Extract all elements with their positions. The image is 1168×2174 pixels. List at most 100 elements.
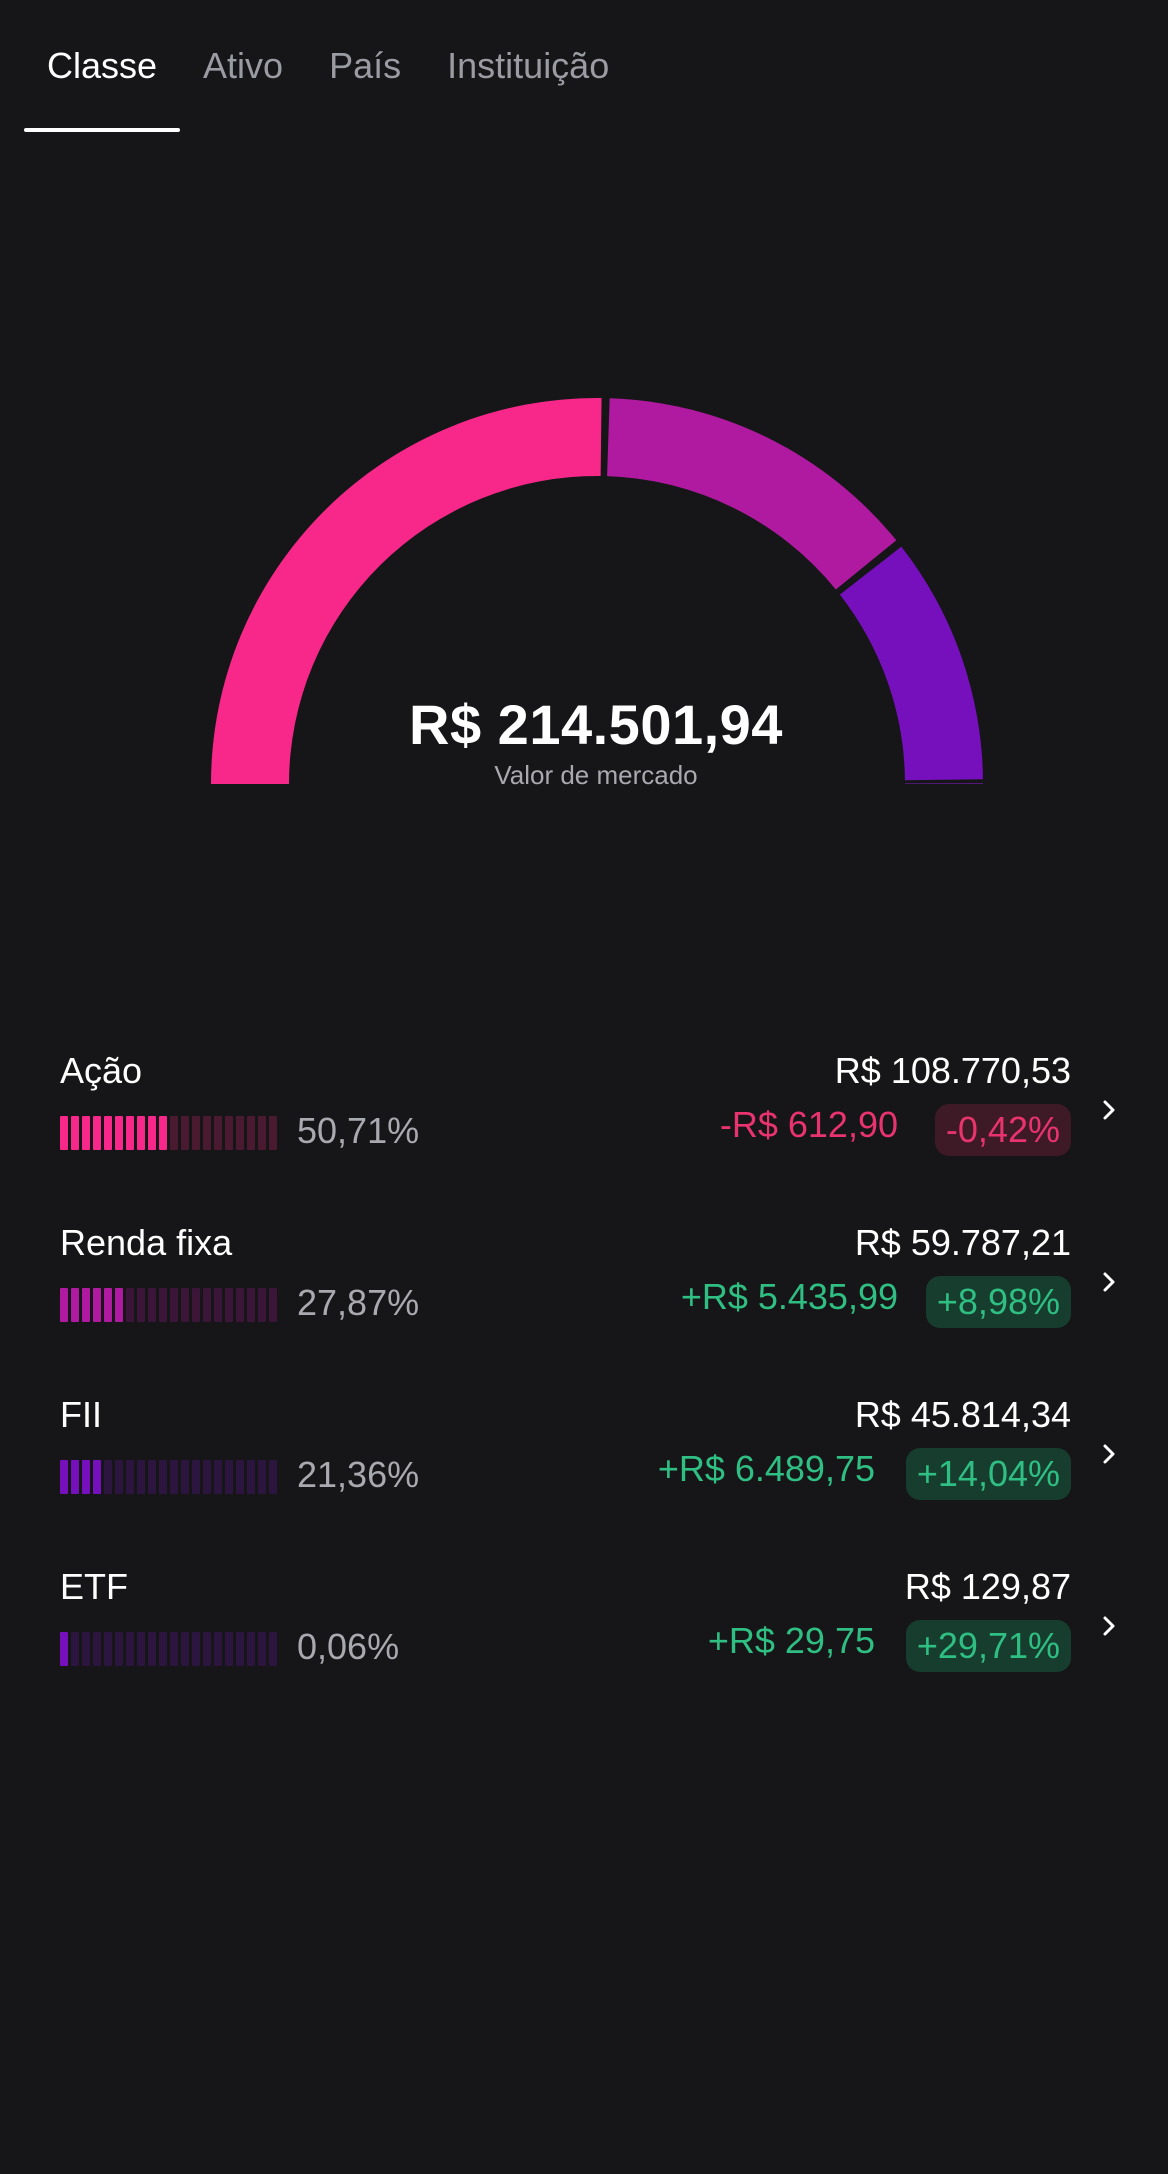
share-bar-segment-empty bbox=[137, 1632, 145, 1666]
tab-pais[interactable]: País bbox=[306, 0, 424, 132]
share-bar bbox=[60, 1632, 277, 1666]
class-name: Renda fixa bbox=[60, 1222, 233, 1263]
share-bar-segment-empty bbox=[247, 1288, 255, 1322]
tab-label: Ativo bbox=[203, 45, 284, 86]
class-market-value: R$ 108.770,53 bbox=[834, 1050, 1071, 1091]
share-bar-segment-empty bbox=[225, 1460, 233, 1494]
share-bar-segment-filled bbox=[82, 1116, 90, 1150]
class-share-percent: 50,71% bbox=[297, 1110, 420, 1151]
share-bar-segment-empty bbox=[148, 1460, 156, 1494]
share-bar-segment-empty bbox=[269, 1116, 277, 1150]
share-bar-segment-empty bbox=[258, 1288, 266, 1322]
share-bar-segment-empty bbox=[82, 1632, 90, 1666]
share-bar-segment-empty bbox=[269, 1632, 277, 1666]
share-bar-segment-filled bbox=[82, 1288, 90, 1322]
share-bar-segment-empty bbox=[236, 1632, 244, 1666]
class-row-fii[interactable]: FII 21,36% R$ 45.814,34 +R$ 6.489,75 +14… bbox=[0, 1384, 1168, 1556]
share-bar-segment-empty bbox=[170, 1288, 178, 1322]
gauge-segment-fii bbox=[839, 546, 983, 781]
chevron-right-icon[interactable] bbox=[1098, 1090, 1122, 1130]
share-bar-segment-empty bbox=[170, 1116, 178, 1150]
share-bar-segment-empty bbox=[247, 1632, 255, 1666]
tab-ativo[interactable]: Ativo bbox=[180, 0, 306, 132]
class-market-value: R$ 45.814,34 bbox=[854, 1394, 1071, 1435]
share-bar-segment-empty bbox=[192, 1632, 200, 1666]
share-bar bbox=[60, 1116, 277, 1150]
tab-label: Instituição bbox=[447, 45, 610, 86]
class-market-value: R$ 129,87 bbox=[904, 1566, 1071, 1607]
share-bar-segment-empty bbox=[247, 1116, 255, 1150]
gauge-segment-ação bbox=[211, 398, 602, 784]
share-bar-segment-empty bbox=[214, 1460, 222, 1494]
share-bar-segment-filled bbox=[93, 1288, 101, 1322]
share-bar-segment-empty bbox=[203, 1632, 211, 1666]
share-bar-segment-empty bbox=[181, 1288, 189, 1322]
share-bar-segment-empty bbox=[203, 1288, 211, 1322]
class-change-badge: +14,04% bbox=[905, 1448, 1071, 1500]
share-bar bbox=[60, 1288, 277, 1322]
share-bar-segment-empty bbox=[225, 1632, 233, 1666]
share-bar-segment-empty bbox=[203, 1460, 211, 1494]
share-bar-segment-empty bbox=[181, 1116, 189, 1150]
share-bar-segment-empty bbox=[137, 1460, 145, 1494]
class-name: Ação bbox=[60, 1050, 143, 1091]
tab-label: País bbox=[329, 45, 402, 86]
class-share-percent: 0,06% bbox=[297, 1626, 400, 1667]
share-bar-segment-empty bbox=[126, 1460, 134, 1494]
share-bar-segment-empty bbox=[71, 1632, 79, 1666]
total-market-value-label: Valor de mercado bbox=[494, 760, 698, 790]
class-row-renda-fixa[interactable]: Renda fixa 27,87% R$ 59.787,21 +R$ 5.435… bbox=[0, 1212, 1168, 1384]
share-bar-segment-empty bbox=[192, 1288, 200, 1322]
share-bar-segment-filled bbox=[137, 1116, 145, 1150]
chevron-right-icon[interactable] bbox=[1098, 1262, 1122, 1302]
class-change-value: +R$ 29,75 bbox=[707, 1620, 875, 1661]
share-bar-segment-empty bbox=[170, 1632, 178, 1666]
share-bar-segment-filled bbox=[159, 1116, 167, 1150]
share-bar-segment-empty bbox=[192, 1116, 200, 1150]
share-bar-segment-filled bbox=[60, 1116, 68, 1150]
share-bar-segment-empty bbox=[159, 1288, 167, 1322]
share-bar-segment-filled bbox=[60, 1460, 68, 1494]
share-bar-segment-filled bbox=[148, 1116, 156, 1150]
share-bar-segment-empty bbox=[104, 1460, 112, 1494]
tab-instituicao[interactable]: Instituição bbox=[424, 0, 632, 132]
share-bar-segment-empty bbox=[236, 1460, 244, 1494]
gauge-segment-renda-fixa bbox=[607, 398, 897, 590]
share-bar-segment-empty bbox=[126, 1288, 134, 1322]
share-bar-segment-empty bbox=[203, 1116, 211, 1150]
class-list: Ação 50,71% R$ 108.770,53 -R$ 612,90 -0,… bbox=[0, 1040, 1168, 1728]
chevron-right-icon[interactable] bbox=[1098, 1606, 1122, 1646]
class-share-percent: 21,36% bbox=[297, 1454, 420, 1495]
chevron-right-icon[interactable] bbox=[1098, 1434, 1122, 1474]
share-bar-segment-filled bbox=[93, 1460, 101, 1494]
class-share-percent: 27,87% bbox=[297, 1282, 420, 1323]
share-bar-segment-filled bbox=[82, 1460, 90, 1494]
share-bar-segment-empty bbox=[236, 1288, 244, 1322]
share-bar-segment-filled bbox=[104, 1288, 112, 1322]
share-bar bbox=[60, 1460, 277, 1494]
share-bar-segment-filled bbox=[115, 1288, 123, 1322]
share-bar-segment-filled bbox=[126, 1116, 134, 1150]
allocation-gauge-chart bbox=[0, 380, 1168, 820]
share-bar-segment-empty bbox=[236, 1116, 244, 1150]
share-bar-segment-empty bbox=[115, 1460, 123, 1494]
share-bar-segment-filled bbox=[71, 1116, 79, 1150]
share-bar-segment-filled bbox=[115, 1116, 123, 1150]
share-bar-segment-empty bbox=[148, 1288, 156, 1322]
share-bar-segment-empty bbox=[225, 1288, 233, 1322]
class-row-etf[interactable]: ETF 0,06% R$ 129,87 +R$ 29,75 +29,71% bbox=[0, 1556, 1168, 1728]
share-bar-segment-filled bbox=[104, 1116, 112, 1150]
share-bar-segment-filled bbox=[71, 1288, 79, 1322]
class-name: FII bbox=[60, 1394, 102, 1435]
class-change-value: +R$ 6.489,75 bbox=[657, 1448, 875, 1489]
share-bar-segment-filled bbox=[60, 1632, 68, 1666]
class-change-value: -R$ 612,90 bbox=[719, 1104, 898, 1145]
class-row-acao[interactable]: Ação 50,71% R$ 108.770,53 -R$ 612,90 -0,… bbox=[0, 1040, 1168, 1212]
class-change-badge: -0,42% bbox=[934, 1104, 1071, 1156]
share-bar-segment-filled bbox=[71, 1460, 79, 1494]
class-change-value: +R$ 5.435,99 bbox=[680, 1276, 898, 1317]
total-market-value: R$ 214.501,94 bbox=[409, 693, 783, 756]
tab-classe[interactable]: Classe bbox=[24, 0, 181, 132]
share-bar-segment-filled bbox=[60, 1288, 68, 1322]
